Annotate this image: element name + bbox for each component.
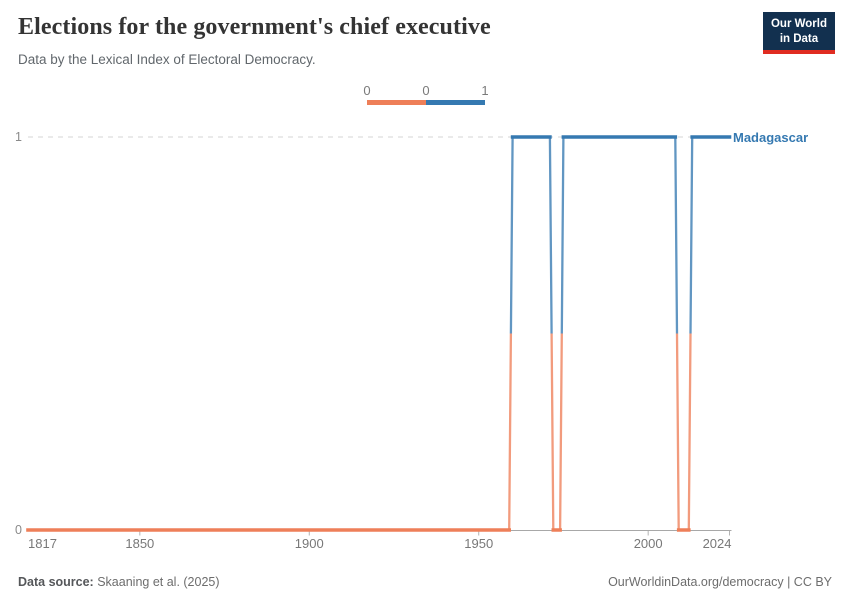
data-source-note: Data source: Skaaning et al. (2025) [18, 575, 220, 589]
color-legend: 0 0 1 [363, 83, 489, 105]
legend-bin-0[interactable] [367, 100, 426, 105]
page-title: Elections for the government's chief exe… [18, 14, 491, 40]
legend-bin-1[interactable] [426, 100, 485, 105]
series-label-madagascar[interactable]: Madagascar [733, 130, 809, 145]
data-source-label: Data source: [18, 575, 94, 589]
legend-tick-label: 0 [422, 83, 430, 98]
owid-logo-line2: in Data [779, 32, 819, 45]
chart-footer: Data source: Skaaning et al. (2025) OurW… [18, 575, 832, 589]
legend-tick-label: 1 [481, 83, 489, 98]
owid-cc-link[interactable]: OurWorldinData.org/democracy | CC BY [608, 575, 832, 589]
legend-bars [367, 100, 485, 105]
owid-logo-line1: Our World [770, 18, 827, 30]
legend-tick-label: 0 [363, 83, 371, 98]
owid-logo[interactable]: Our World in Data [762, 12, 835, 54]
data-source-value: Skaaning et al. (2025) [97, 575, 220, 589]
chart-subtitle: Data by the Lexical Index of Electoral D… [18, 52, 316, 67]
